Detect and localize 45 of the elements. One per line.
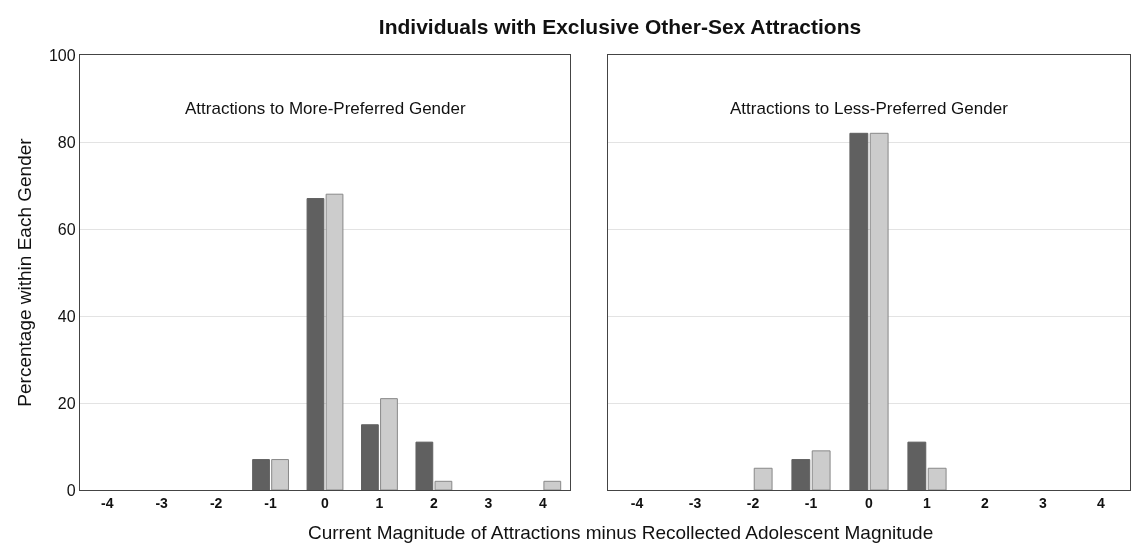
x-tick-label: 0 [865, 495, 874, 511]
x-tick-label: -1 [264, 495, 277, 511]
x-tick-label: 4 [1097, 495, 1106, 511]
bar [271, 459, 289, 490]
x-axis-title: Current Magnitude of Attractions minus Recollected Adolescent Magnitude [308, 522, 934, 543]
x-tick-label: -4 [100, 495, 114, 511]
y-tick-label: 60 [57, 220, 76, 238]
bar [869, 132, 889, 490]
text: Attractions to Less-Preferred Gender [730, 99, 1009, 118]
bar [849, 132, 869, 490]
x-tick-label: 1 [375, 495, 384, 511]
x-tick-label: 0 [321, 495, 330, 511]
y-tick-label: 0 [66, 481, 76, 499]
x-tick-label: -3 [155, 495, 169, 511]
bar [543, 480, 562, 490]
bar [434, 480, 453, 490]
bar [361, 424, 379, 490]
bar [753, 467, 773, 490]
x-tick-label: -3 [688, 495, 702, 511]
bar [306, 198, 325, 490]
x-tick-label: -2 [209, 495, 223, 511]
x-tick-label: 3 [484, 495, 493, 511]
bar [415, 441, 434, 490]
text: Individuals with Exclusive Other-Sex Attractions [378, 15, 862, 39]
bar [325, 193, 344, 490]
y-tick-label: 40 [57, 307, 76, 325]
text: Attractions to More-Preferred Gender [185, 99, 466, 118]
x-tick-label: -2 [746, 495, 760, 511]
x-tick-label: -1 [804, 495, 818, 511]
bar [927, 467, 947, 490]
y-tick-label: 20 [57, 394, 76, 412]
x-tick-label: 2 [981, 495, 990, 511]
x-tick-label: 1 [923, 495, 932, 511]
bar [907, 441, 927, 490]
x-tick-label: -4 [630, 495, 644, 511]
x-tick-label: 4 [538, 495, 547, 511]
x-tick-label: 3 [1039, 495, 1048, 511]
bar [380, 398, 398, 490]
bar [811, 450, 831, 490]
y-tick-label: 100 [48, 46, 76, 64]
y-axis-title: Percentage within Each Gender [13, 137, 35, 407]
x-tick-label: 2 [429, 495, 438, 511]
y-tick-label: 80 [57, 133, 76, 151]
bar [252, 459, 270, 490]
bar [791, 459, 811, 490]
